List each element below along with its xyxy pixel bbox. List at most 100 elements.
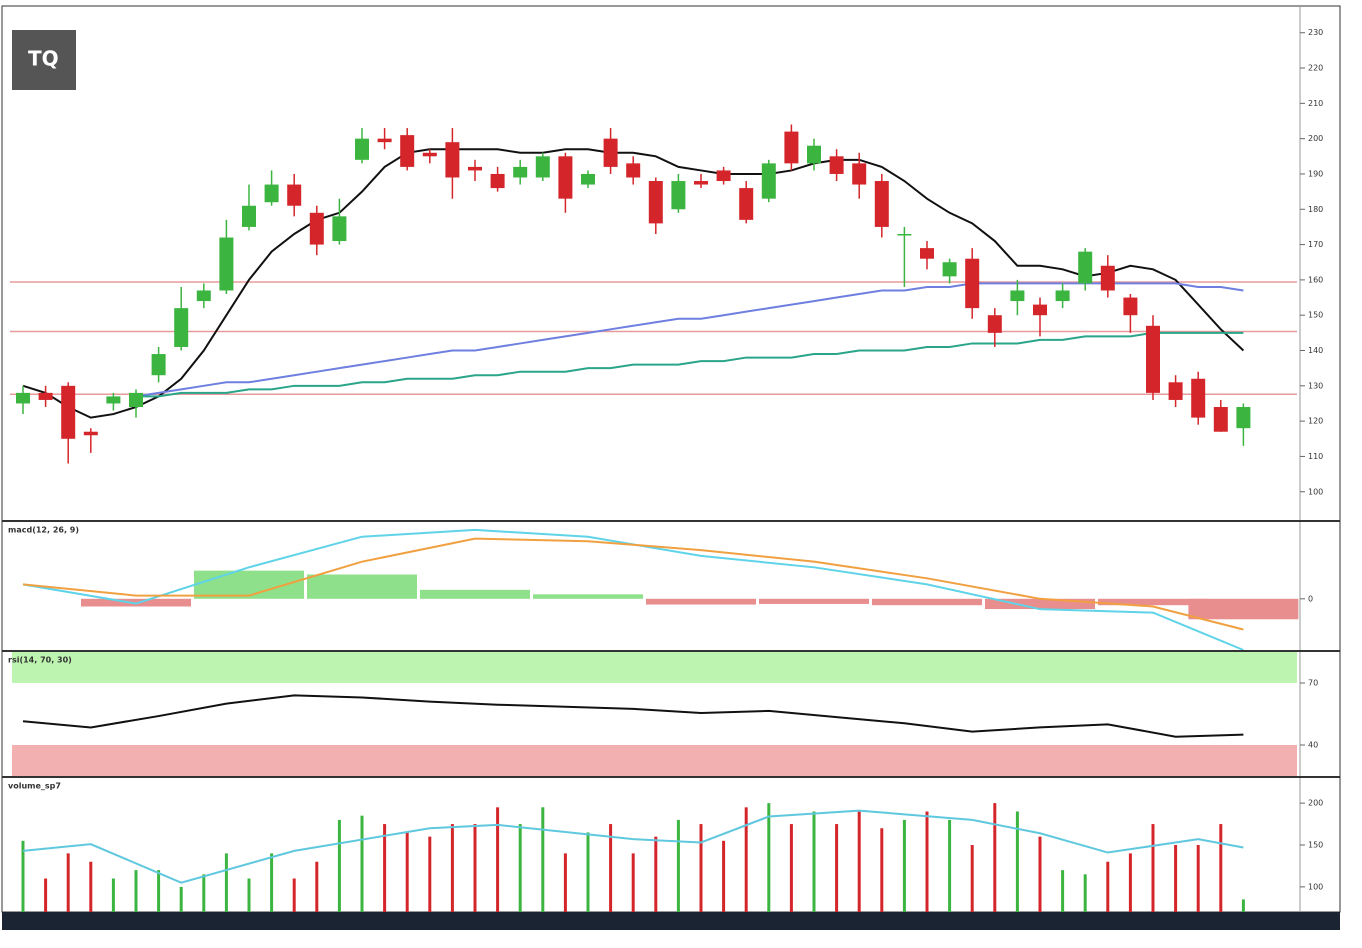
candle-body [196,290,211,302]
y-tick-label: 160 [1308,275,1323,284]
candle-body [1236,407,1251,429]
volume-bar [880,828,884,912]
volume-bar [224,853,228,912]
volume-bar [270,853,274,912]
y-tick-label: 190 [1308,169,1323,178]
volume-bar [473,824,477,912]
histogram-bar [1188,598,1299,620]
y-tick-label: 200 [1308,799,1323,808]
histogram-bar [420,589,530,599]
candle-body [1055,290,1070,302]
volume-bar [247,878,251,912]
candle-body [400,135,415,167]
y-tick-label: 100 [1308,882,1323,891]
volume-bar [315,861,319,912]
candle-body [852,163,867,185]
candle-body [1213,407,1228,432]
volume-bar [202,874,206,912]
logo: TQ [28,47,59,71]
line-series [22,148,1245,419]
candle-body [739,188,754,220]
volume-bar [993,803,997,912]
volume-bar [699,824,703,912]
line-series [22,809,1244,884]
candle-body [807,145,821,164]
volume-bar [21,840,25,912]
volume-bar [1128,853,1132,912]
histogram-bar [872,598,982,606]
volume-bar [835,824,839,912]
volume-bar [496,807,500,912]
volume-bar [812,811,816,912]
volume-bar [609,824,613,912]
volume-bar [1038,836,1042,912]
candle-body [1100,265,1115,291]
candle-body [490,173,505,189]
candle-body [264,184,279,203]
y-tick-label: 150 [1308,311,1323,320]
candle-body [942,262,957,277]
volume-bar [157,870,161,912]
histogram-bar [307,574,417,599]
candle-body [1146,325,1160,393]
y-tick-label: 140 [1308,346,1323,355]
y-tick-label: 150 [1308,841,1323,850]
volume-bar [1106,861,1110,912]
y-tick-label: 220 [1308,64,1323,73]
volume-bar [89,861,93,912]
candle-body [1168,382,1183,400]
volume-bar [857,811,861,912]
y-tick-label: 130 [1308,381,1323,390]
candle-body [129,392,143,408]
candle-body [987,315,1002,333]
y-tick-label: 110 [1308,452,1323,461]
candle-body [761,163,776,199]
y-tick-label: 100 [1308,487,1323,496]
volume-bar [1174,845,1178,912]
volume-bar [631,853,635,912]
histogram-bar [533,594,643,599]
candle-body [1191,378,1206,418]
volume-bar [1151,824,1155,912]
candle-body [422,152,437,157]
volume-bar [428,836,432,912]
candle-body [513,166,528,178]
candle-body [965,258,980,309]
candle-body [1010,290,1025,302]
candle-body [61,385,76,439]
volume-bar [1196,845,1200,912]
volume-bar [970,845,974,912]
volume-bar [1015,811,1019,912]
candle-body [38,392,53,400]
y-tick-label: 230 [1308,28,1323,37]
volume-bar [586,832,590,912]
volume-bar [292,878,296,912]
candle-body [716,170,731,182]
line-series [22,694,1244,738]
volume-bar [450,824,454,912]
candle-body [355,138,369,160]
volume-bar [767,803,771,912]
line-series [22,537,1244,631]
candle-body [242,205,256,227]
candle-body [219,237,234,291]
candle-body [16,392,30,404]
candle-body [468,166,482,171]
candle-body [174,308,189,347]
volume-bar [1061,870,1065,912]
candle-body [626,163,641,178]
band [12,652,1297,683]
candle-body [309,212,324,245]
line-series [136,331,1244,398]
volume-bar [134,870,138,912]
y-tick-label: 40 [1308,741,1318,750]
volume-bar [518,824,522,912]
logo-box [12,30,76,90]
volume-bar [1083,874,1087,912]
volume-bar [676,819,680,912]
candle-body [694,181,708,185]
histogram-bar [759,598,869,604]
volume-bar [337,819,341,912]
panel-title: rsi(14, 70, 30) [8,656,72,665]
